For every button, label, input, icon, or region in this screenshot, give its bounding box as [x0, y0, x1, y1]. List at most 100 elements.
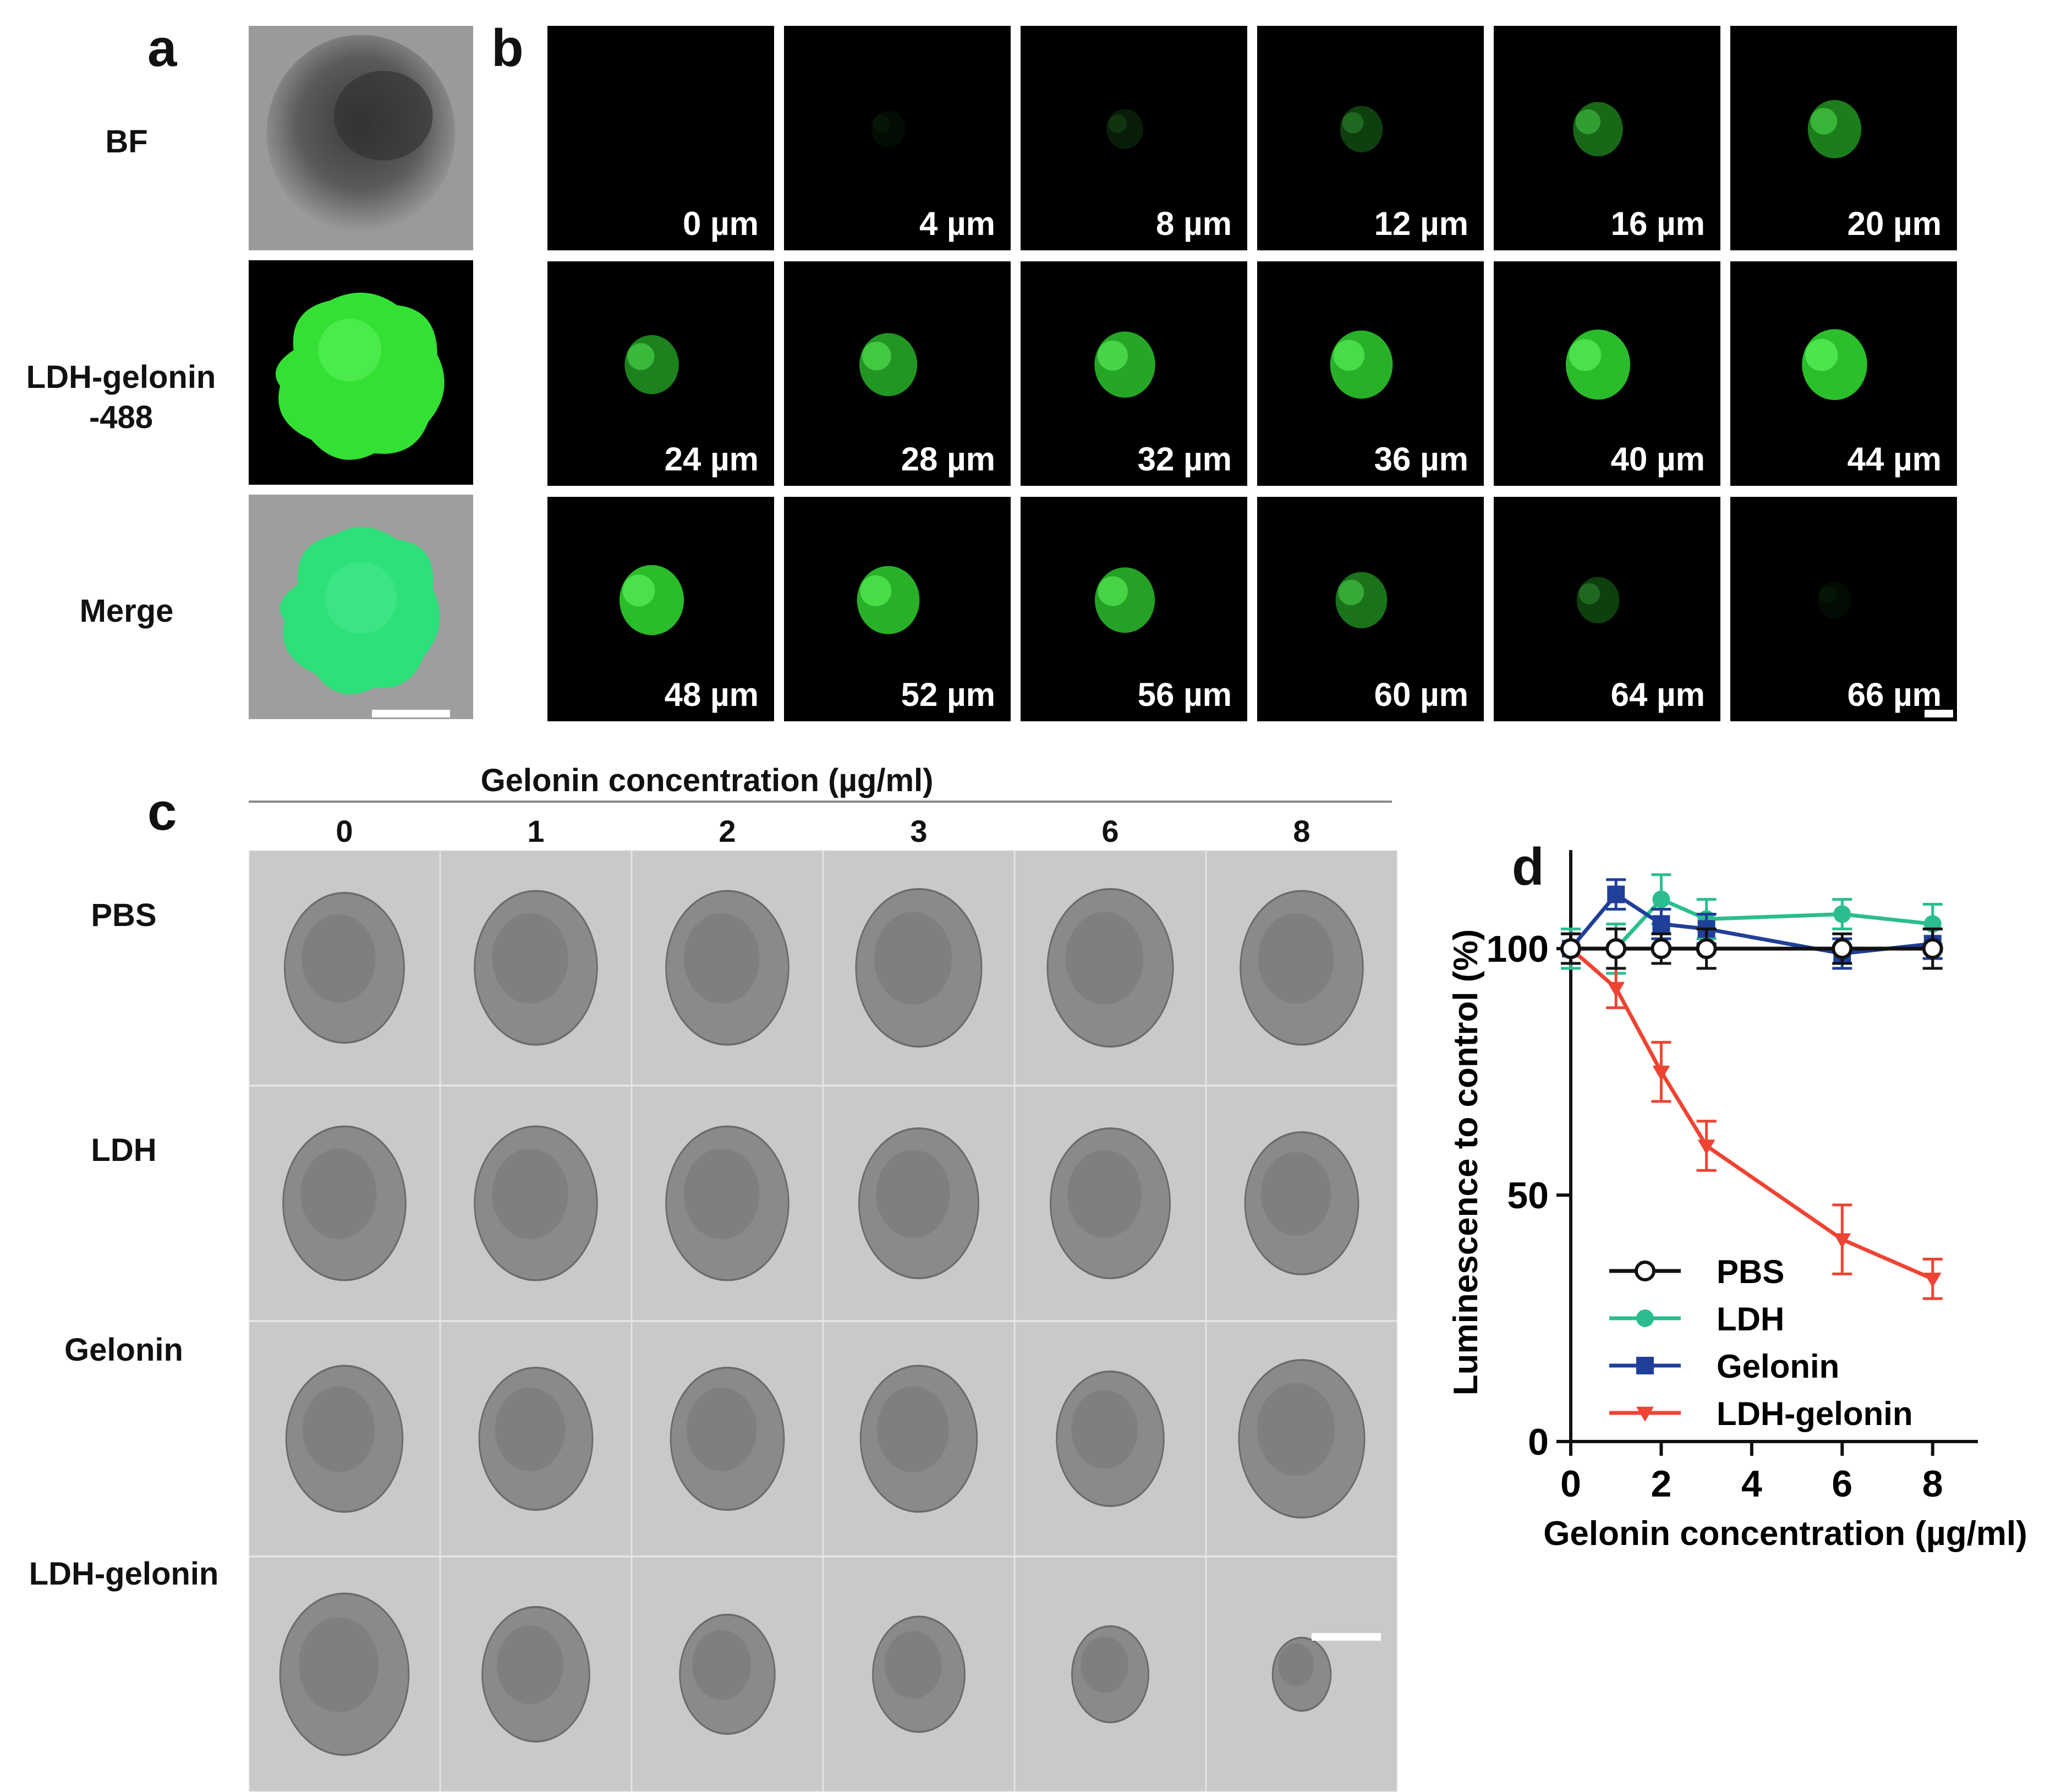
spheroid-image — [440, 1557, 632, 1792]
spheroid-image — [1206, 1321, 1397, 1557]
spheroid-image — [1206, 1086, 1397, 1321]
spheroid-image — [632, 1321, 823, 1557]
data-point — [1605, 938, 1627, 960]
panel-a-row-label-merge: Merge — [79, 593, 174, 629]
spheroid-image — [1015, 850, 1206, 1086]
z-slice-image: 8 µm — [1021, 26, 1247, 250]
x-axis-label: Gelonin concentration (µg/ml) — [1543, 1515, 2027, 1553]
z-slice-image: 28 µm — [784, 261, 1011, 486]
panel-letter-d: d — [1512, 837, 1544, 896]
bf-image — [249, 26, 473, 250]
z-depth-label: 8 µm — [1156, 205, 1232, 242]
series-ldh — [1561, 873, 1943, 975]
data-point — [1562, 942, 1580, 958]
legend-marker — [1636, 1357, 1654, 1374]
concentration-column-label: 3 — [910, 814, 928, 848]
z-depth-label: 52 µm — [901, 676, 995, 713]
z-depth-label: 44 µm — [1847, 441, 1942, 478]
panel-c-header: Gelonin concentration (µg/ml) — [480, 763, 934, 798]
spheroid-image — [1206, 850, 1397, 1086]
z-depth-label: 56 µm — [1137, 676, 1232, 713]
y-tick-label: 100 — [1487, 928, 1549, 970]
panel-letter-b: b — [491, 19, 524, 78]
z-depth-label: 0 µm — [683, 205, 759, 242]
z-depth-label: 28 µm — [901, 441, 995, 478]
data-point — [1652, 890, 1670, 908]
spheroid-image — [440, 850, 632, 1086]
z-depth-label: 48 µm — [664, 676, 759, 713]
z-depth-label: 60 µm — [1374, 676, 1468, 713]
z-depth-label: 16 µm — [1610, 205, 1705, 242]
legend-item: Gelonin — [1609, 1348, 1839, 1385]
z-slice-image: 60 µm — [1257, 497, 1484, 721]
legend-label: LDH — [1717, 1301, 1784, 1338]
legend-item: LDH-gelonin — [1609, 1395, 1913, 1432]
merge-image — [249, 495, 473, 719]
spheroid-image — [823, 1086, 1015, 1321]
data-point — [1697, 910, 1715, 928]
z-depth-label: 20 µm — [1847, 205, 1942, 242]
series-line — [1569, 891, 1933, 956]
data-point — [1607, 885, 1625, 903]
treatment-row-label: LDH — [91, 1132, 157, 1168]
panel-c-header-rule — [249, 801, 1392, 803]
spheroid-image — [632, 1557, 823, 1792]
series-line — [1571, 897, 1933, 951]
x-tick-label: 4 — [1741, 1463, 1762, 1505]
spheroid-image — [249, 1086, 440, 1321]
spheroid-image — [1015, 1557, 1206, 1792]
z-depth-label: 12 µm — [1374, 205, 1468, 242]
data-point — [1562, 940, 1580, 958]
spheroid-image — [823, 850, 1015, 1086]
z-depth-label: 36 µm — [1374, 441, 1468, 478]
z-depth-label: 32 µm — [1137, 441, 1232, 478]
data-point — [1652, 915, 1670, 933]
z-slice-image: 16 µm — [1494, 26, 1720, 250]
data-point — [1923, 915, 1942, 933]
spheroid-image — [249, 1321, 440, 1557]
panel-a-row-label-fluor: LDH-gelonin -488 — [26, 359, 216, 435]
z-slice-image: 20 µm — [1730, 26, 1957, 250]
legend-marker — [1635, 1261, 1655, 1281]
y-tick-label: 0 — [1528, 1421, 1549, 1463]
z-slice-image: 40 µm — [1494, 261, 1720, 486]
z-slice-image: 64 µm — [1494, 497, 1720, 721]
legend-marker — [1636, 1309, 1654, 1327]
z-slice-image: 12 µm — [1257, 26, 1484, 250]
spheroid-image — [1015, 1086, 1206, 1321]
z-slice-image: 56 µm — [1021, 497, 1247, 721]
concentration-column-label: 6 — [1101, 814, 1119, 848]
z-slice-image: 24 µm — [547, 261, 774, 486]
series-ldh-gelonin — [1561, 932, 1943, 1300]
spheroid-image — [440, 1321, 632, 1557]
data-point — [1832, 938, 1853, 960]
y-axis-label: Luminescence to control (%) — [1447, 929, 1485, 1395]
x-tick-label: 0 — [1560, 1463, 1581, 1505]
fluorescence-image — [249, 260, 473, 485]
data-point — [1560, 938, 1581, 960]
z-depth-label: 40 µm — [1610, 441, 1705, 478]
data-point — [1607, 982, 1625, 997]
z-slice-image: 48 µm — [547, 497, 774, 721]
series-line — [1569, 947, 1934, 1281]
spheroid-image — [249, 850, 440, 1086]
data-point — [1923, 935, 1942, 953]
z-slice-image: 36 µm — [1257, 261, 1484, 486]
spheroid-image — [823, 1557, 1015, 1792]
data-point — [1562, 940, 1580, 958]
spheroid-image — [632, 1086, 823, 1321]
legend-label: Gelonin — [1717, 1348, 1839, 1385]
concentration-column-label: 8 — [1293, 814, 1311, 848]
concentration-column-label: 0 — [336, 814, 353, 848]
z-slice-image: 44 µm — [1730, 261, 1957, 486]
legend-item: PBS — [1609, 1253, 1784, 1290]
legend-marker — [1636, 1406, 1654, 1422]
panel-a-row-label-bf: BF — [105, 124, 148, 160]
x-tick-label: 2 — [1651, 1463, 1672, 1505]
legend-item: LDH — [1609, 1301, 1784, 1338]
data-point — [1833, 945, 1851, 963]
data-point — [1922, 938, 1943, 960]
spheroid-image — [440, 1086, 632, 1321]
data-point — [1652, 1065, 1670, 1081]
z-depth-label: 4 µm — [919, 205, 995, 242]
